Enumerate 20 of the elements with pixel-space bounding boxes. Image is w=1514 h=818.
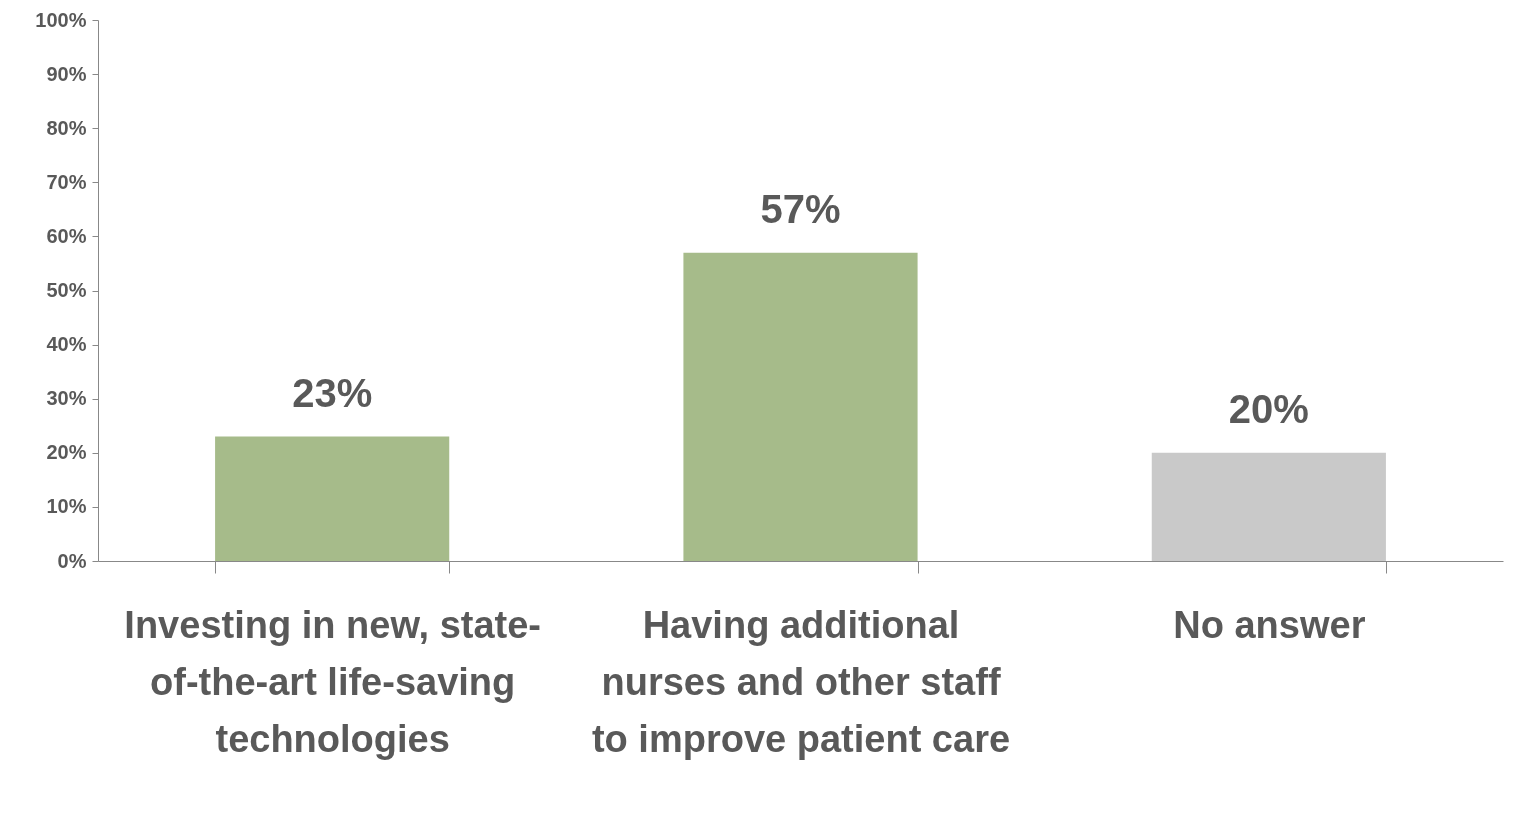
- y-tick-label: 10%: [46, 495, 87, 518]
- x-tick-label: Investing in new, state-of-the-art life-saving technologies: [124, 603, 541, 760]
- y-tick-label: 20%: [46, 441, 87, 464]
- y-tick-label: 60%: [46, 224, 87, 247]
- y-tick-label: 90%: [46, 62, 87, 85]
- y-tick-label: 50%: [46, 279, 87, 301]
- y-tick-label: 100%: [35, 8, 87, 31]
- bar: [683, 252, 918, 561]
- data-label: 23%: [292, 370, 373, 415]
- data-label: 20%: [1228, 386, 1309, 431]
- x-tick-label: Having additional nurses and other staff to improve patient care: [591, 603, 1011, 760]
- bar: [1151, 452, 1386, 561]
- bar: [215, 436, 450, 561]
- y-tick-label: 0%: [57, 549, 87, 572]
- data-label: 57%: [760, 186, 841, 231]
- x-tick-label: No answer: [1173, 603, 1366, 646]
- y-tick-label: 40%: [46, 333, 87, 356]
- y-tick-label: 80%: [46, 116, 87, 139]
- y-tick-label: 70%: [46, 170, 87, 193]
- y-tick-label: 30%: [46, 387, 87, 410]
